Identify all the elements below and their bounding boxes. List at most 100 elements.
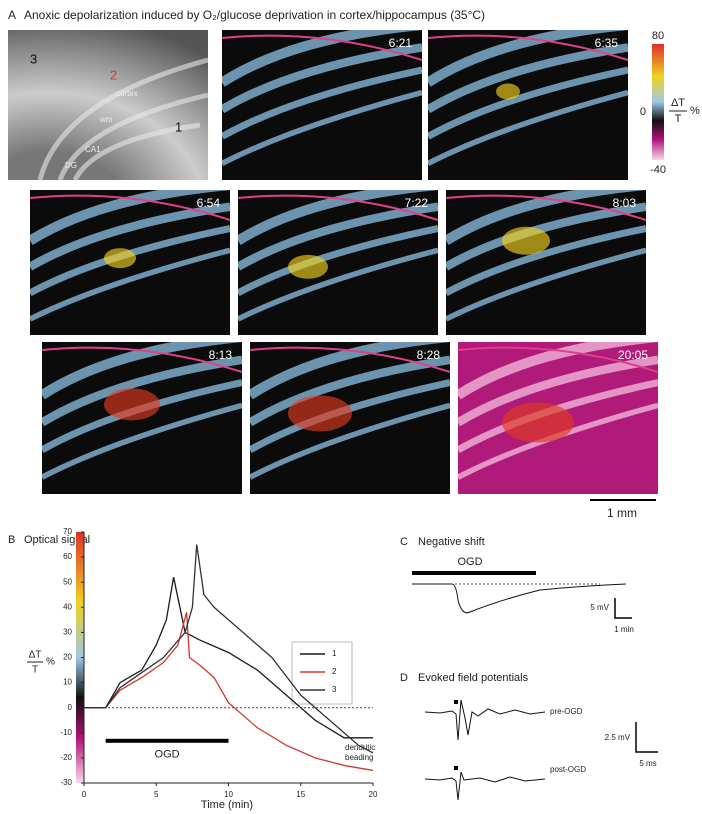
imaging-frame: [428, 30, 628, 180]
scale-label: 1 min: [614, 625, 634, 634]
legend: [291, 641, 353, 705]
legend-label: 1: [332, 649, 337, 658]
hotspot: [104, 248, 136, 269]
y-tick-label: 60: [63, 552, 72, 561]
scale-label: 5 ms: [639, 759, 656, 768]
annotation: dendritic: [345, 743, 375, 752]
surface: [446, 194, 646, 221]
colorbar-unit: ΔT: [671, 97, 685, 109]
hotspot: [288, 254, 328, 279]
tissue-layer: [238, 190, 438, 245]
imaging-frame: [446, 190, 646, 335]
chart-title: Optical signal: [24, 534, 90, 546]
x-tick-label: 5: [154, 790, 159, 799]
x-tick-label: 0: [82, 790, 87, 799]
tissue-layer: [446, 225, 646, 297]
tissue-layer: [446, 190, 646, 245]
imaging-frame: [222, 30, 422, 180]
atlas-label: wm: [99, 115, 113, 124]
atlas-label: 1: [175, 119, 182, 134]
surface: [42, 346, 242, 373]
tissue-layer: [250, 342, 450, 400]
atlas-label: 2: [110, 67, 117, 82]
surface: [458, 346, 658, 373]
trace: [424, 699, 546, 741]
tissue-layer: [428, 43, 628, 114]
tissue-layer: [42, 402, 242, 480]
tissue-layer: [30, 247, 230, 322]
y-tick-label: -20: [60, 753, 72, 762]
legend-label: 3: [332, 685, 337, 694]
hotspot: [502, 226, 550, 255]
frame-time: 6:21: [389, 36, 413, 50]
hotspot: [104, 388, 160, 421]
y-tick-label: 0: [68, 703, 73, 712]
tissue-layer: [42, 355, 242, 427]
tissue-layer: [428, 66, 628, 140]
imaging-frame: [30, 190, 230, 335]
tissue-layer: [222, 30, 422, 87]
tissue-layer: [458, 355, 658, 427]
scale-label: 2.5 mV: [605, 733, 631, 742]
surface: [30, 194, 230, 221]
frame-time: 8:03: [613, 196, 637, 210]
ogd-label: OGD: [457, 556, 482, 568]
panel-letter: C: [400, 536, 408, 548]
x-axis-label: Time (min): [201, 799, 253, 811]
trace: [412, 583, 627, 614]
tissue-layer: [30, 190, 230, 245]
frame-time: 7:22: [405, 196, 429, 210]
y-axis-label: ΔT: [29, 650, 42, 661]
tissue-layer: [428, 30, 628, 87]
x-tick-label: 20: [369, 790, 378, 799]
series-line: [84, 544, 374, 754]
y-tick-label: 10: [63, 678, 72, 687]
ogd-label: OGD: [155, 749, 180, 761]
ogd-bar: [105, 738, 229, 743]
trace: [424, 771, 546, 801]
trace-label: pre-OGD: [550, 707, 583, 716]
colorbar-unit: %: [690, 105, 700, 117]
atlas-label: DG: [65, 161, 77, 170]
tissue-layer: [250, 402, 450, 480]
surface: [238, 194, 438, 221]
series-line: [84, 612, 374, 772]
atlas-label: CA1: [85, 145, 101, 154]
panel-letter: D: [400, 672, 408, 684]
panel-title: Negative shift: [418, 536, 485, 548]
scale-label: 5 mV: [590, 603, 609, 612]
y-tick-label: 20: [63, 653, 72, 662]
tissue-layer: [458, 342, 658, 400]
y-tick-label: 40: [63, 602, 72, 611]
scale-label: 1 mm: [607, 506, 637, 520]
tissue-layer: [222, 66, 422, 140]
x-tick-label: 10: [224, 790, 233, 799]
trace-label: post-OGD: [550, 765, 586, 774]
imaging-frame: [458, 342, 658, 494]
surface: [250, 346, 450, 373]
tissue-layer: [428, 89, 628, 166]
atlas-label: cortex: [116, 89, 138, 98]
tissue-layer: [250, 355, 450, 427]
frame-time: 8:28: [417, 348, 441, 362]
y-axis-label: T: [32, 665, 38, 676]
y-axis-label: %: [46, 657, 55, 668]
imaging-frame: [250, 342, 450, 494]
colorbar: [652, 44, 664, 160]
hotspot: [496, 83, 520, 100]
tissue-layer: [222, 89, 422, 166]
y-tick-label: -10: [60, 728, 72, 737]
y-tick-label: 30: [63, 628, 72, 637]
y-tick-label: -30: [60, 778, 72, 787]
surface: [428, 34, 628, 61]
imaging-frame: [42, 342, 242, 494]
atlas-layers: [37, 57, 209, 182]
colorbar-label: 80: [652, 30, 664, 42]
frame-time: 6:54: [197, 196, 221, 210]
tissue-layer: [238, 225, 438, 297]
scale-bar: [635, 722, 658, 753]
panel-letter: A: [8, 8, 16, 22]
tissue-layer: [222, 43, 422, 114]
colorbar-label: -40: [650, 164, 666, 176]
atlas-label: 3: [30, 51, 37, 66]
